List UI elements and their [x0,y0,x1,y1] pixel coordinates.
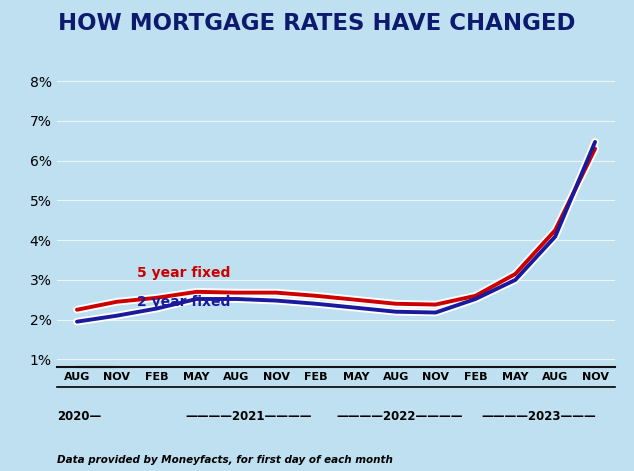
Text: 2020—: 2020— [57,410,101,423]
Text: ————2021————: ————2021———— [185,410,312,423]
Text: 5 year fixed: 5 year fixed [137,266,230,280]
Text: ————2023———: ————2023——— [481,410,596,423]
Text: Data provided by Moneyfacts, for first day of each month: Data provided by Moneyfacts, for first d… [57,455,393,465]
Text: HOW MORTGAGE RATES HAVE CHANGED: HOW MORTGAGE RATES HAVE CHANGED [58,12,576,35]
Text: ————2022————: ————2022———— [336,410,463,423]
Text: 2 year fixed: 2 year fixed [137,295,230,309]
